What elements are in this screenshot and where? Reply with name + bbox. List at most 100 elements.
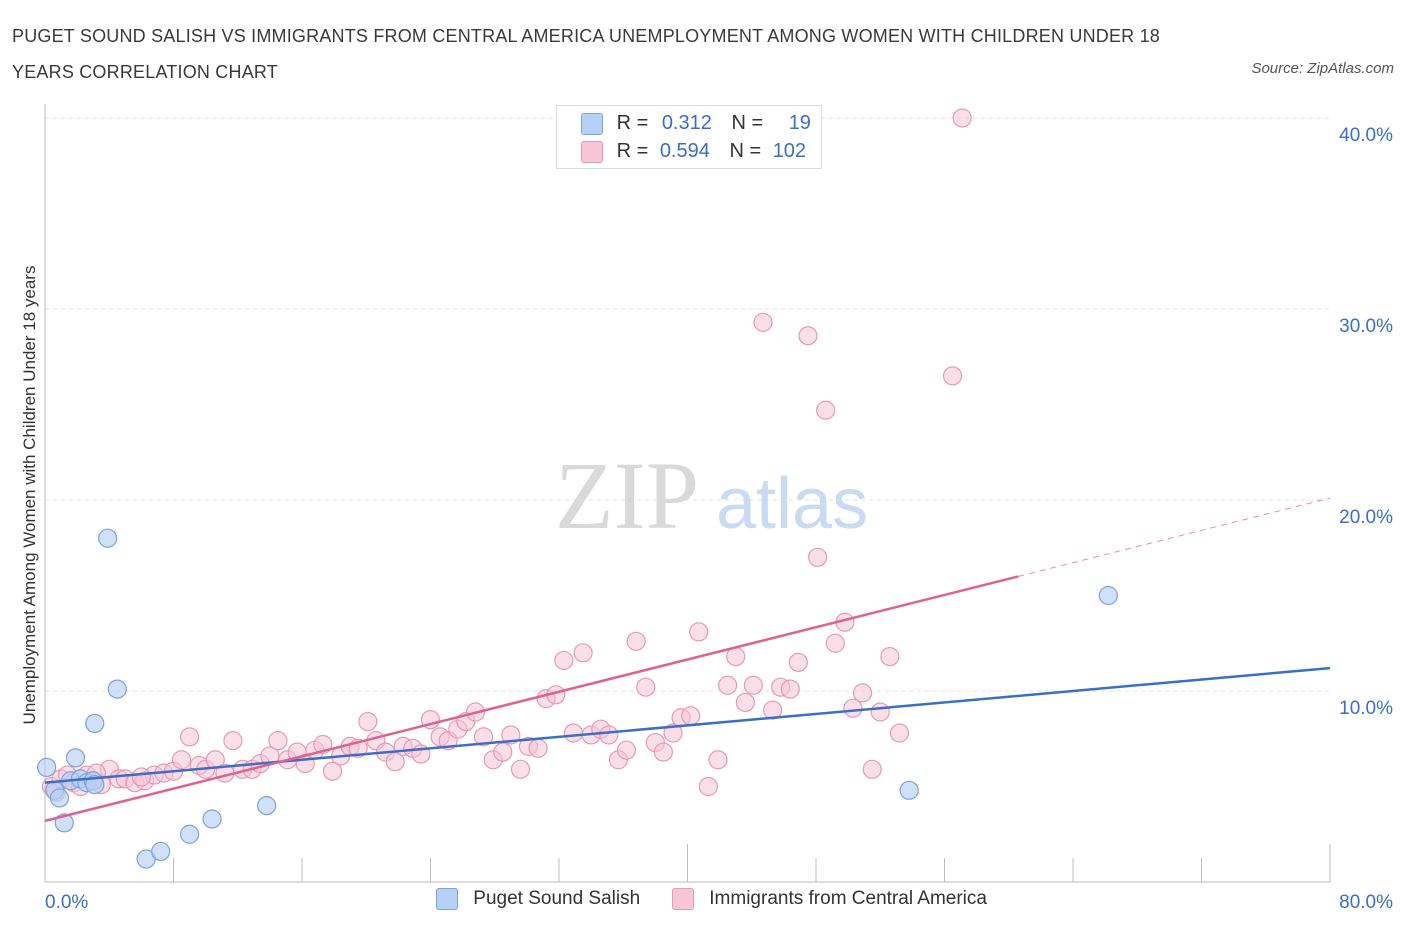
legend-r-label: R = xyxy=(616,140,649,163)
data-point-immigrants xyxy=(753,312,773,332)
data-point-immigrants xyxy=(510,759,531,779)
data-point-immigrants xyxy=(825,633,845,653)
data-point-immigrants xyxy=(816,400,836,420)
legend-n-value: 19 xyxy=(788,112,811,135)
data-point-immigrants xyxy=(616,740,637,760)
watermark-atlas: atlas xyxy=(716,464,868,544)
y-tick-label: 20.0% xyxy=(1339,507,1393,528)
source-label: Source: ZipAtlas.com xyxy=(1251,60,1394,77)
data-point-immigrants xyxy=(718,675,738,695)
data-point-immigrants xyxy=(653,742,674,762)
legend-n-label: N = xyxy=(731,112,764,135)
data-point-immigrants xyxy=(952,108,972,128)
data-point-immigrants xyxy=(599,725,619,745)
data-point-salish xyxy=(37,757,57,778)
data-point-immigrants xyxy=(843,698,863,718)
data-point-salish xyxy=(85,774,105,795)
data-point-immigrants xyxy=(663,723,683,743)
data-point-immigrants xyxy=(358,711,378,732)
chart-title: PUGET SOUND SALISH VS IMMIGRANTS FROM CE… xyxy=(12,26,1161,82)
data-point-salish xyxy=(107,679,127,699)
data-point-salish xyxy=(1098,585,1118,606)
bottom-legend-label: Immigrants from Central America xyxy=(709,888,987,909)
y-tick-label: 30.0% xyxy=(1339,316,1393,337)
data-point-immigrants xyxy=(171,750,192,770)
data-point-immigrants xyxy=(636,677,656,697)
data-point-immigrants xyxy=(268,731,288,751)
bottom-legend-swatch-blue xyxy=(436,888,458,910)
bottom-legend-immigrants: Immigrants from Central America xyxy=(672,888,987,916)
data-point-immigrants xyxy=(726,647,746,667)
data-point-immigrants xyxy=(852,683,873,703)
data-point-immigrants xyxy=(689,622,709,642)
data-point-immigrants xyxy=(473,727,494,747)
data-point-immigrants xyxy=(870,702,890,722)
data-point-immigrants xyxy=(862,759,882,779)
data-point-immigrants xyxy=(743,675,763,695)
tick-labels: 10.0% 20.0% 30.0% 40.0% 0.0% 80.0% xyxy=(45,125,1393,913)
y-tick-label: 10.0% xyxy=(1339,698,1393,719)
data-point-immigrants xyxy=(322,761,343,781)
data-point-immigrants xyxy=(501,725,521,745)
trend-line-immigrants xyxy=(44,575,1019,823)
data-point-salish xyxy=(202,809,222,829)
data-point-immigrants xyxy=(880,647,900,667)
data-point-immigrants xyxy=(223,731,243,751)
legend-row-immigrants: R = 0.594 N = 102 xyxy=(581,140,806,166)
data-point-salish xyxy=(65,748,86,768)
data-point-salish xyxy=(899,780,919,800)
y-axis-label: Unemployment Among Women with Children U… xyxy=(20,265,39,725)
legend-swatch-blue xyxy=(581,112,603,135)
data-point-immigrants xyxy=(528,738,548,758)
data-point-salish xyxy=(85,713,105,734)
legend-row-salish: R = 0.312 N = 19 xyxy=(581,112,811,138)
legend-r-label: R = xyxy=(616,112,649,135)
data-point-immigrants xyxy=(788,652,808,672)
legend-n-label: N = xyxy=(729,140,762,163)
data-point-salish xyxy=(179,824,200,844)
data-point-immigrants xyxy=(808,547,828,567)
data-point-immigrants xyxy=(698,776,718,797)
data-point-salish xyxy=(49,788,70,808)
data-point-immigrants xyxy=(942,366,963,386)
data-point-immigrants xyxy=(493,742,513,762)
data-point-immigrants xyxy=(205,750,225,770)
legend-n-value: 102 xyxy=(772,140,807,163)
grid-lines xyxy=(45,117,1330,692)
x-tick-label: 80.0% xyxy=(1339,892,1393,913)
bottom-legend-salish: Puget Sound Salish xyxy=(436,888,640,916)
data-point-immigrants xyxy=(179,727,200,747)
data-point-immigrants xyxy=(735,692,755,713)
x-tick-label: 0.0% xyxy=(45,892,88,913)
bottom-legend-swatch-pink xyxy=(672,888,694,910)
legend-r-value: 0.594 xyxy=(659,140,710,163)
data-point-salish xyxy=(98,528,118,548)
data-point-immigrants xyxy=(889,723,910,743)
legend-r-value: 0.312 xyxy=(661,112,712,135)
data-point-immigrants xyxy=(563,723,584,743)
data-point-salish xyxy=(257,795,277,816)
y-tick-label: 40.0% xyxy=(1339,125,1393,146)
trend-lines xyxy=(44,497,1331,823)
data-point-immigrants xyxy=(573,643,593,663)
data-point-immigrants xyxy=(780,679,800,699)
trend-line-salish xyxy=(44,666,1331,784)
data-point-immigrants xyxy=(798,326,818,346)
series-salish-points xyxy=(37,528,1118,869)
axes xyxy=(44,104,1331,883)
data-point-immigrants xyxy=(131,767,151,787)
series-immigrants-points xyxy=(41,108,972,802)
data-point-immigrants xyxy=(708,750,728,770)
data-point-immigrants xyxy=(763,700,783,720)
bottom-legend-label: Puget Sound Salish xyxy=(473,888,641,909)
data-point-immigrants xyxy=(554,650,574,671)
correlation-legend: R = 0.312 N = 19 R = 0.594 N = 102 xyxy=(556,105,822,169)
legend-swatch-pink xyxy=(581,140,603,163)
data-point-salish xyxy=(151,841,171,862)
data-point-immigrants xyxy=(681,706,701,726)
data-point-immigrants xyxy=(626,631,646,651)
watermark: ZIP atlas xyxy=(555,442,868,549)
trend-line-immigrants-extension xyxy=(1018,497,1331,577)
watermark-zip: ZIP xyxy=(555,442,699,549)
